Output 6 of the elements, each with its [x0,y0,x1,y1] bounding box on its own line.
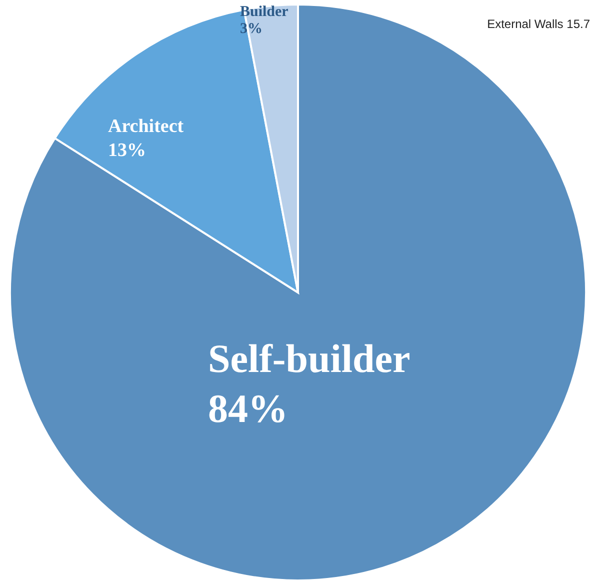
text: External Walls 15.7 [487,17,590,31]
slice-label: Architect [108,116,184,137]
slice-label: Builder [240,4,289,20]
data-label: 13% [108,140,146,161]
slice-label: Self-builder [208,336,410,381]
data-label: 84% [208,386,288,431]
